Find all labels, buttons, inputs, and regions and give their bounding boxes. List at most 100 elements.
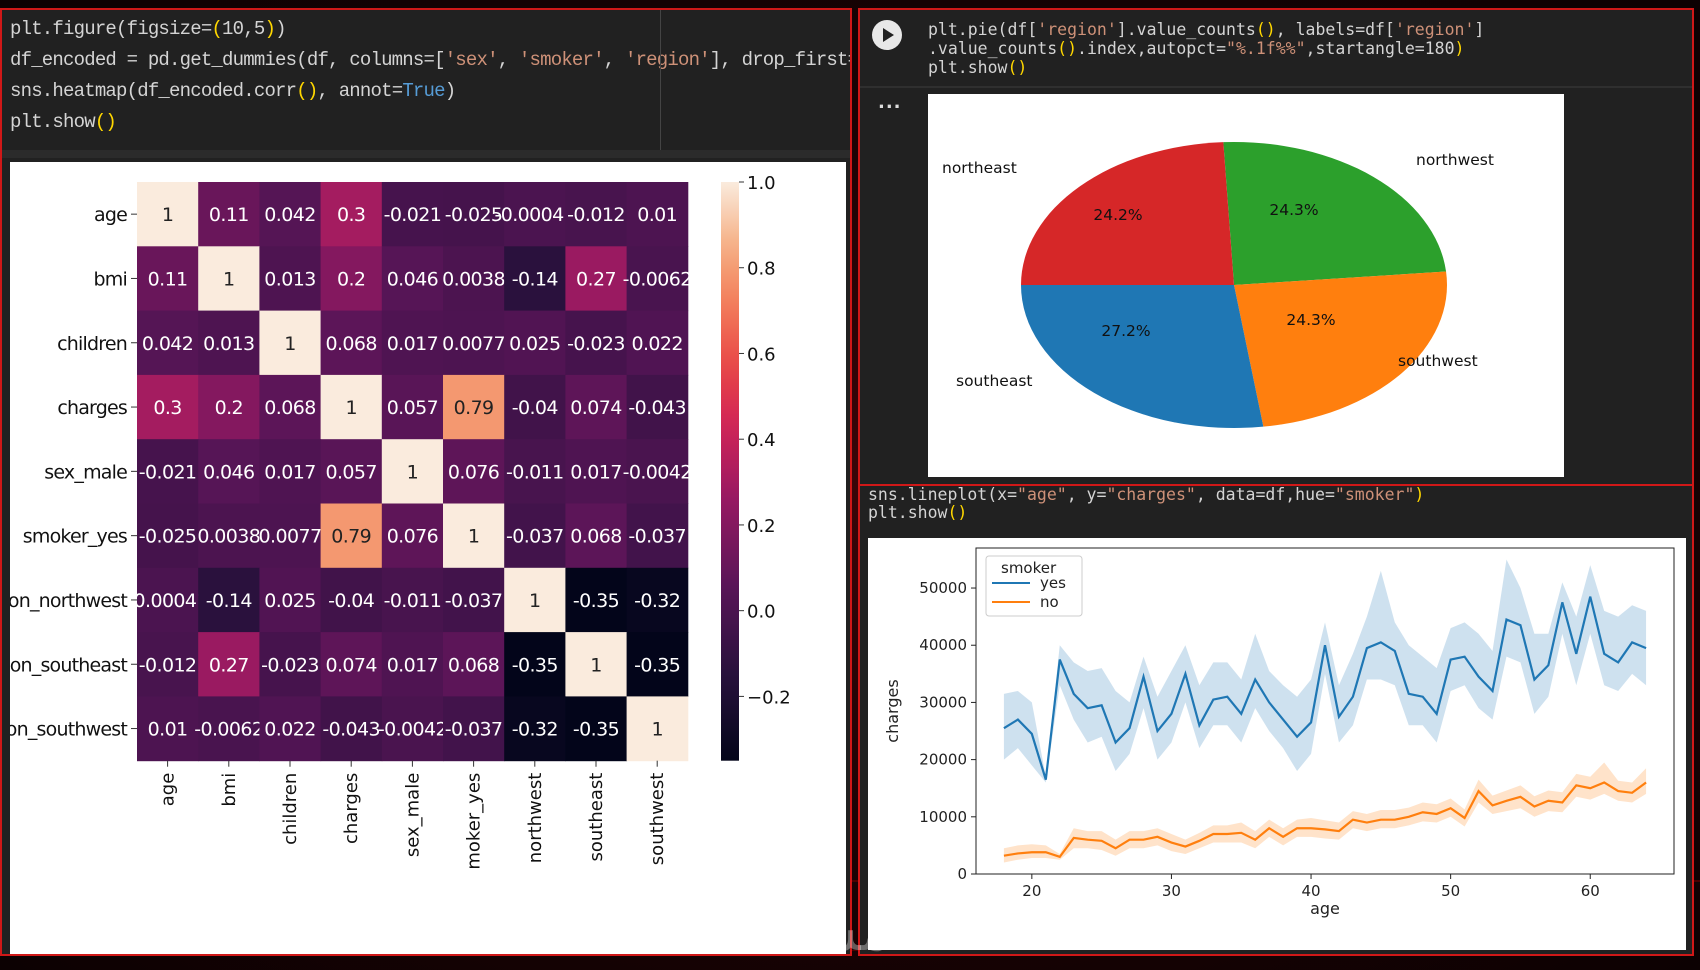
y-tick-label: 20000 <box>919 751 967 769</box>
heatmap-annotation: 0.042 <box>142 333 193 355</box>
heatmap-cell-rect <box>320 439 383 504</box>
heatmap-annotation: 0.01 <box>637 204 677 226</box>
heatmap-cell-rect <box>137 567 199 633</box>
heatmap-annotation: 0.79 <box>331 526 371 548</box>
y-axis-label: charges <box>883 679 902 742</box>
heatmap-cell-rect <box>565 310 628 376</box>
heatmap-cell-rect <box>504 567 566 633</box>
heatmap-col-label: children <box>280 773 301 845</box>
heatmap-cell-rect <box>320 503 383 569</box>
pie-code-editor[interactable]: plt.pie(df['region'].value_counts(), lab… <box>928 20 1688 80</box>
heatmap-col-label: southeast <box>586 773 607 862</box>
pie-chart: northwest 24.3% southwest 24.3% southeast 27.… <box>942 142 1494 428</box>
code-token: 'sex' <box>444 49 499 71</box>
heatmap-cell-rect <box>259 310 322 376</box>
heatmap-output: 1 0.11 0.042 0.3 -0.021 -0.025 -0.00041 -0.012 0… <box>2 162 846 954</box>
code-token: () <box>296 80 318 102</box>
code-token: 'smoker' <box>518 49 605 71</box>
heatmap-cell-rect <box>320 374 383 440</box>
heatmap-row-label: charges <box>57 397 127 419</box>
heatmap-annotation: 1 <box>529 590 541 612</box>
heatmap-cell-rect <box>565 632 628 697</box>
pie-output: northwest 24.3% southwest 24.3% southeast 27.… <box>928 94 1564 477</box>
code-token: () <box>1057 39 1078 58</box>
heatmap-cell-rect <box>443 632 505 697</box>
code-token: ) <box>1414 485 1425 504</box>
x-tick-label: 30 <box>1162 882 1181 900</box>
heatmap-cell-rect <box>443 310 505 376</box>
heatmap-cell-rect <box>504 310 566 376</box>
code-token: "age" <box>1017 485 1067 504</box>
code-line: plt.pie(df['region'].value_counts(), lab… <box>928 20 1688 39</box>
heatmap-cell-rect <box>320 696 383 762</box>
heatmap-cell-rect <box>137 503 199 569</box>
heatmap-cell-rect <box>320 310 383 376</box>
code-token: plt.show <box>928 58 1008 77</box>
heatmap-cell-rect <box>198 632 260 697</box>
heatmap-annotation: 0.046 <box>387 268 438 290</box>
heatmap-annotation: -0.04 <box>512 397 559 419</box>
code-line: plt.show() <box>10 107 650 138</box>
heatmap-row-label: age <box>94 204 127 226</box>
heatmap-annotation: 0.2 <box>215 397 243 419</box>
heatmap-cell-rect <box>259 503 322 569</box>
heatmap-annotation: -0.0042 <box>378 719 447 741</box>
heatmap-code-editor[interactable]: plt.figure(figsize=(10,5)) df_encoded = p… <box>10 14 850 144</box>
heatmap-cell-rect <box>626 374 689 440</box>
code-token: ], drop_first= <box>709 49 852 71</box>
heatmap-annotation: 0.0077 <box>442 333 505 355</box>
colorbar-tick-label: 0.8 <box>747 259 776 280</box>
heatmap-row-label: smoker_yes <box>23 526 127 548</box>
colorbar-tick-label: 0.6 <box>747 344 776 365</box>
heatmap-cell-rect <box>443 182 505 247</box>
heatmap-annotation: 0.2 <box>337 268 365 290</box>
pie-label: northwest <box>1416 151 1494 169</box>
heatmap-cell-rect <box>137 182 199 247</box>
code-token: plt.figure(figsize= <box>10 18 212 40</box>
x-tick-label: 20 <box>1022 882 1041 900</box>
heatmap-annotation: -0.00041 <box>127 590 208 612</box>
heatmap-cell-rect <box>504 696 566 762</box>
heatmap-annotation: -0.037 <box>445 590 503 612</box>
heatmap-cell-rect <box>443 246 505 312</box>
heatmap-annotation: -0.021 <box>384 204 442 226</box>
code-token: 'region' <box>1037 20 1117 39</box>
code-line: .value_counts().index,autopct="%.1f%%",s… <box>928 39 1688 58</box>
ci-band-no <box>1003 762 1647 863</box>
heatmap-cell-rect <box>504 182 566 247</box>
code-line: sns.heatmap(df_encoded.corr(), annot=Tru… <box>10 76 650 107</box>
x-axis-label: age <box>1310 899 1340 918</box>
heatmap-annotation: 0.013 <box>264 268 315 290</box>
pie-label: northeast <box>942 159 1017 177</box>
heatmap-cell-rect <box>381 246 444 312</box>
pie-pct-label: 27.2% <box>1101 322 1150 340</box>
cell-separator <box>2 150 850 158</box>
heatmap-cell-rect <box>626 567 689 633</box>
heatmap-chart: 1 0.11 0.042 0.3 -0.021 -0.025-0.00041-0.012 0… <box>2 173 791 870</box>
watermark-logo: خمسات <box>745 900 926 963</box>
y-tick-label: 40000 <box>919 636 967 654</box>
code-token: True <box>402 80 445 102</box>
x-tick-label: 50 <box>1441 882 1460 900</box>
heatmap-cell-rect <box>137 696 199 762</box>
heatmap-cell-rect <box>259 374 322 440</box>
heatmap-annotation: -0.00041 <box>494 204 575 226</box>
heatmap-cell-rect <box>198 503 260 569</box>
pie-slice-northwest <box>1223 142 1447 285</box>
heatmap-annotation: -0.35 <box>512 654 558 676</box>
play-icon[interactable] <box>872 20 902 50</box>
heatmap-annotation: -0.012 <box>567 204 625 226</box>
heatmap-col-label: charges <box>341 773 362 844</box>
heatmap-annotation: 0.057 <box>325 461 376 483</box>
heatmap-annotation: -0.35 <box>573 719 619 741</box>
y-tick-label: 30000 <box>919 693 967 711</box>
heatmap-annotation: 0.013 <box>203 333 254 355</box>
heatmap-cell-rect <box>320 182 383 247</box>
ellipsis-icon[interactable]: ... <box>878 92 902 113</box>
lineplot-code-editor[interactable]: sns.lineplot(x="age", y="charges", data=… <box>868 486 1688 530</box>
heatmap-annotation: 0.017 <box>387 654 438 676</box>
legend-entry: yes <box>1040 574 1066 592</box>
heatmap-annotation: -0.35 <box>634 654 680 676</box>
code-token: .index,autopct= <box>1077 39 1227 58</box>
heatmap-annotation: 0.3 <box>337 204 365 226</box>
